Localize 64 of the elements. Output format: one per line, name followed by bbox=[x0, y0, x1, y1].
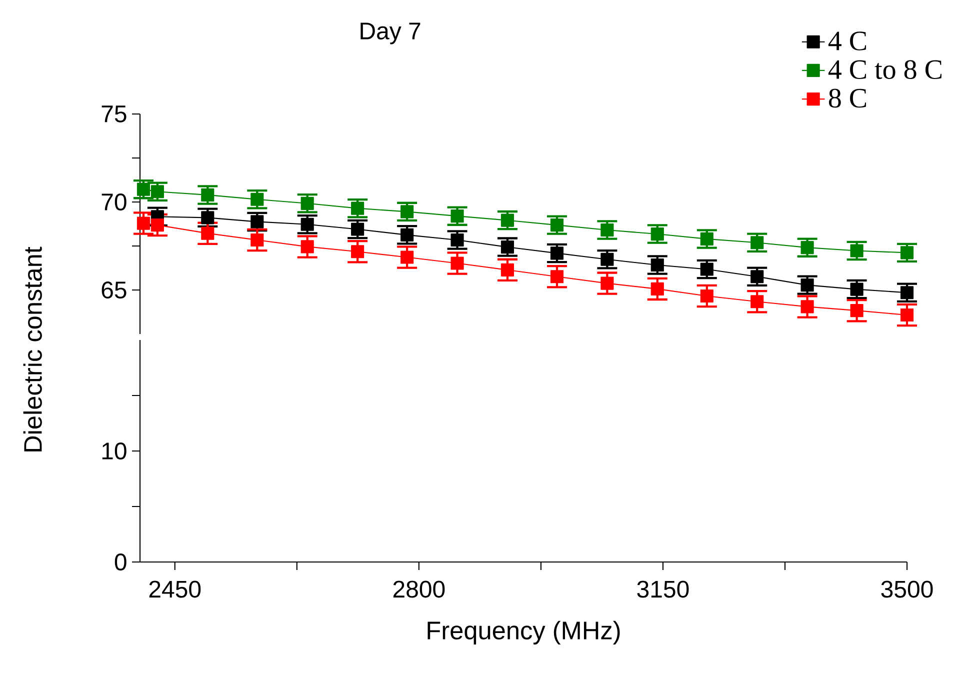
point bbox=[300, 240, 314, 254]
point bbox=[650, 258, 664, 272]
point bbox=[300, 218, 314, 231]
point bbox=[201, 226, 214, 240]
x-tick-label: 2450 bbox=[149, 580, 201, 598]
point bbox=[600, 223, 614, 237]
y-tick-label: 0 bbox=[114, 553, 126, 570]
point bbox=[900, 246, 914, 260]
point bbox=[500, 263, 514, 276]
x-axis-title: Frequency (MHz) bbox=[428, 620, 620, 644]
point bbox=[250, 215, 264, 228]
y-axis-title: Dielectric constant bbox=[23, 246, 42, 452]
point bbox=[750, 236, 764, 250]
point bbox=[250, 233, 264, 247]
point bbox=[500, 240, 514, 254]
x-tick-label: 2800 bbox=[393, 580, 445, 598]
point bbox=[850, 282, 864, 296]
point bbox=[650, 227, 664, 241]
y-tick-label: 10 bbox=[102, 442, 126, 460]
legend-label: 8 C bbox=[828, 88, 866, 108]
y-tick-label: 70 bbox=[102, 193, 126, 210]
point bbox=[550, 246, 564, 260]
point bbox=[351, 202, 364, 215]
point bbox=[351, 245, 364, 258]
point bbox=[136, 182, 150, 196]
point bbox=[450, 256, 464, 270]
x-tick-label: 3500 bbox=[881, 580, 933, 598]
point bbox=[800, 278, 814, 292]
point bbox=[201, 188, 214, 202]
point bbox=[700, 232, 714, 246]
point bbox=[800, 241, 814, 254]
point bbox=[400, 250, 414, 264]
point bbox=[400, 205, 414, 218]
point bbox=[351, 222, 364, 236]
y-tick-label: 75 bbox=[102, 106, 126, 122]
point bbox=[750, 295, 764, 308]
point bbox=[850, 304, 864, 318]
chart-title: Day 7 bbox=[360, 22, 420, 44]
point bbox=[700, 262, 714, 276]
point bbox=[400, 228, 414, 242]
point bbox=[850, 244, 864, 258]
point bbox=[900, 286, 914, 300]
point bbox=[600, 252, 614, 266]
point bbox=[150, 185, 164, 198]
point bbox=[250, 192, 264, 206]
point bbox=[550, 270, 564, 284]
point bbox=[550, 218, 564, 232]
point bbox=[136, 216, 150, 230]
point bbox=[750, 270, 764, 284]
point bbox=[300, 196, 314, 210]
point bbox=[600, 276, 614, 290]
x-tick-label: 3150 bbox=[637, 580, 689, 598]
legend-label: 4 C bbox=[828, 32, 866, 50]
point bbox=[700, 289, 714, 303]
point bbox=[800, 300, 814, 314]
legend-label: 4 C to 8 C bbox=[828, 60, 942, 80]
point bbox=[450, 210, 464, 223]
point bbox=[900, 308, 914, 322]
point bbox=[450, 233, 464, 247]
point bbox=[201, 211, 214, 224]
point bbox=[650, 282, 664, 296]
point bbox=[500, 214, 514, 227]
y-tick-label: 65 bbox=[102, 281, 126, 298]
point bbox=[150, 218, 164, 232]
